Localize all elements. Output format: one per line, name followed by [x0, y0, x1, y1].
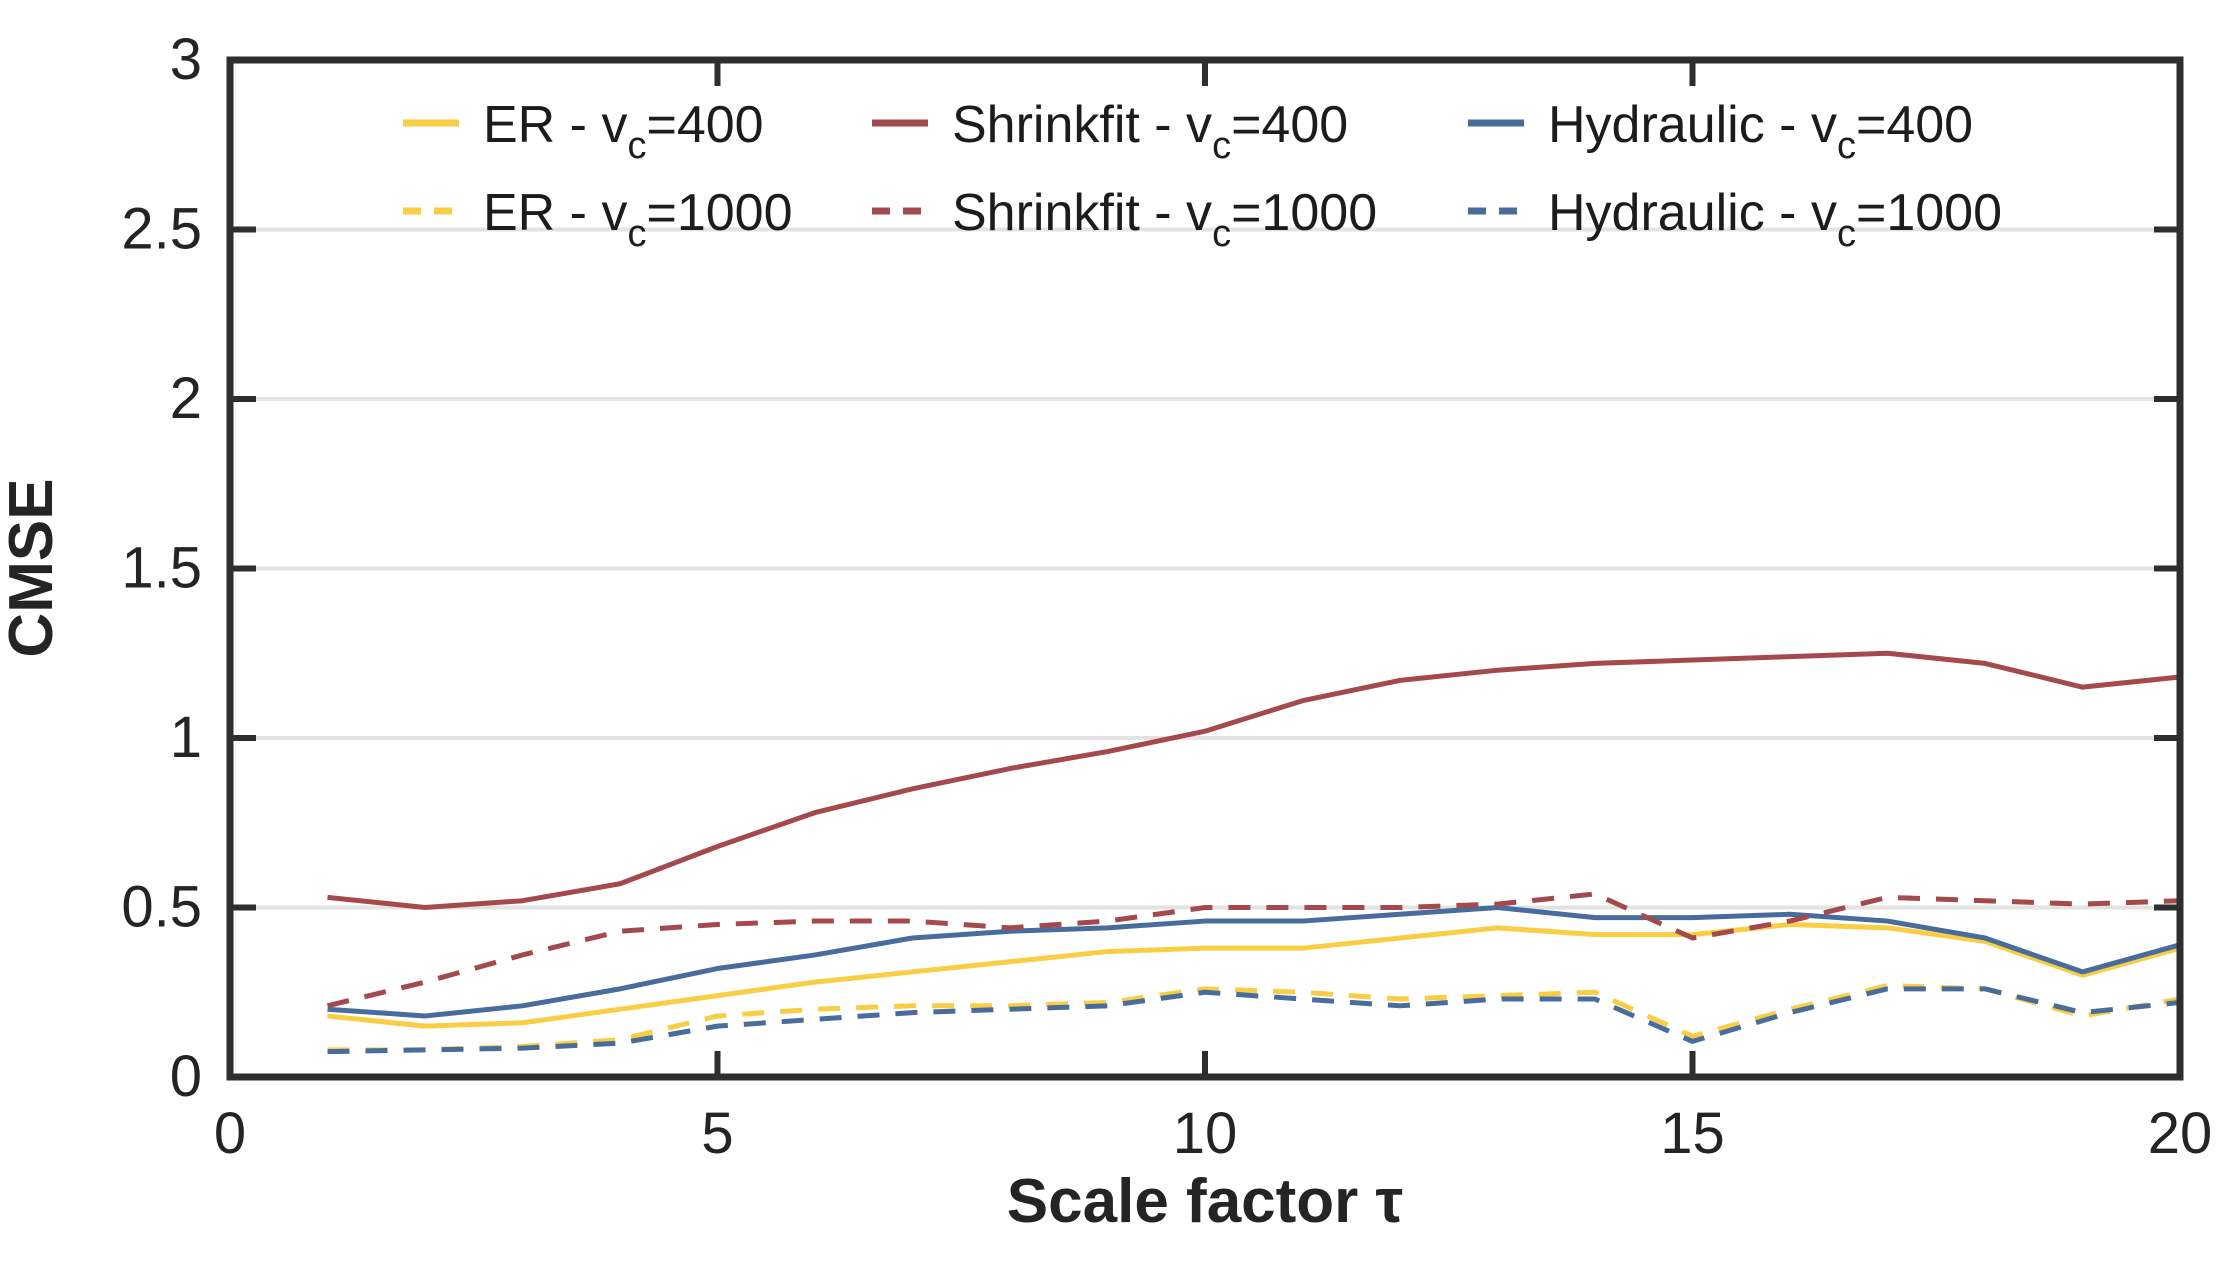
series-lines — [326, 650, 2181, 1055]
y-tick-label-0: 0 — [170, 1044, 202, 1109]
er-vc400-legend-label: ER - vc=400 — [483, 96, 764, 167]
hydraulic-vc400-legend-label: Hydraulic - vc=400 — [1548, 96, 1973, 167]
x-tick-label-15: 15 — [1660, 1101, 1725, 1166]
x-axis-label: Scale factor τ — [1007, 1167, 1403, 1236]
hydraulic-vc400-line — [327, 905, 2181, 1019]
shrinkfit-vc1000-legend-label: Shrinkfit - vc=1000 — [952, 184, 1377, 255]
y-tick-label-2.5: 2.5 — [121, 197, 202, 262]
er-vc400-line — [327, 921, 2181, 1029]
y-tick-label-1.5: 1.5 — [121, 536, 202, 601]
shrinkfit-vc400-line — [327, 650, 2181, 910]
axis-ticks — [230, 60, 2180, 1077]
y-tick-label-0.5: 0.5 — [121, 875, 202, 940]
er-vc1000-line — [327, 982, 2181, 1053]
er-vc1000-legend-label: ER - vc=1000 — [483, 184, 793, 255]
y-tick-label-3: 3 — [170, 27, 202, 92]
x-tick-label-20: 20 — [2148, 1101, 2213, 1166]
x-tick-label-10: 10 — [1173, 1101, 1238, 1166]
legend: ER - vc=400 Shrinkfit - vc=400 Hydraulic -… — [403, 96, 2002, 255]
hydraulic-vc1000-line — [327, 986, 2181, 1055]
hydraulic-vc1000-legend-label: Hydraulic - vc=1000 — [1548, 184, 2002, 255]
tick-labels: 0 5 10 15 20 0 0.5 1 1.5 2 2.5 3 — [121, 27, 2212, 1166]
y-tick-label-1: 1 — [170, 705, 202, 770]
x-tick-label-0: 0 — [214, 1101, 246, 1166]
shrinkfit-vc1000-line — [326, 891, 2181, 1009]
y-axis-label: CMSE — [0, 478, 66, 657]
y-tick-label-2: 2 — [170, 366, 202, 431]
shrinkfit-vc400-legend-label: Shrinkfit - vc=400 — [952, 96, 1348, 167]
x-tick-label-5: 5 — [701, 1101, 733, 1166]
gridlines — [230, 227, 2180, 910]
